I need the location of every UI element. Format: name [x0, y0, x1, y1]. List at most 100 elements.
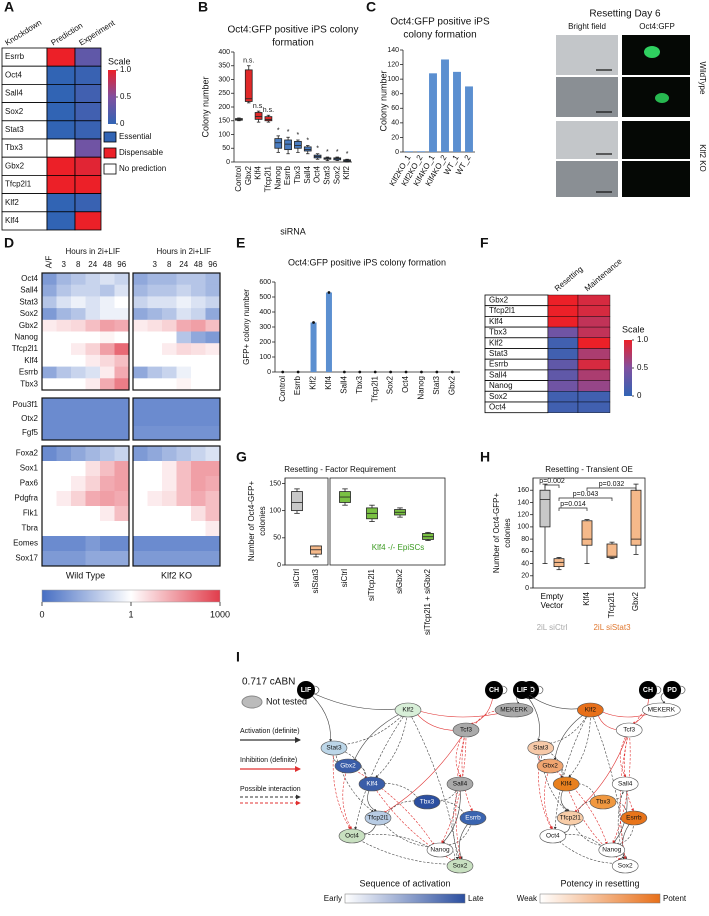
- network-edge: [354, 709, 409, 831]
- heat-cell: [147, 476, 163, 492]
- heat-cell: [191, 378, 206, 391]
- heat-cell: [577, 391, 611, 403]
- heat-cell: [56, 446, 72, 462]
- panel-label: D: [4, 235, 14, 251]
- heat-cell: [162, 426, 177, 441]
- legend-node: [241, 695, 263, 709]
- y-tick-label: 20: [391, 134, 399, 141]
- network-edge: [623, 729, 634, 812]
- gene-label: Esrrb: [489, 360, 509, 369]
- heat-cell: [114, 319, 130, 332]
- chart-title: Resetting - Transient OE: [545, 465, 633, 474]
- x-tick-label: Gbx2: [631, 591, 640, 611]
- network-edge: [452, 783, 461, 860]
- node-label: Klf2: [585, 707, 597, 714]
- heat-cell: [85, 296, 101, 309]
- node-label: CH: [489, 687, 499, 694]
- bar: [429, 73, 437, 152]
- row-label: Klf4: [24, 356, 38, 365]
- heat-cell: [71, 366, 86, 379]
- experiment-cell: [74, 138, 102, 158]
- node-label: Oct4: [546, 833, 560, 840]
- gene-node: [334, 758, 362, 774]
- heat-cell: [85, 476, 101, 492]
- row-label: Sox1: [20, 464, 39, 473]
- network-edge: [538, 747, 552, 830]
- column-header: Maintenance: [583, 256, 624, 293]
- heat-cell: [191, 366, 206, 379]
- data-point: [327, 291, 331, 294]
- chart-title: Oct4:GFP positive iPS: [390, 17, 490, 28]
- x-tick-label: siGbx2: [395, 568, 404, 593]
- scale-tick-label: 0.5: [120, 92, 132, 101]
- heat-cell: [71, 308, 86, 321]
- input-node: [297, 681, 315, 699]
- brightfield-image: [556, 121, 618, 159]
- data-point: [342, 370, 346, 374]
- heat-cell: [42, 398, 57, 413]
- network-edge: [455, 729, 467, 860]
- heat-cell: [577, 326, 611, 339]
- heat-cell: [42, 343, 57, 356]
- heat-cell: [133, 296, 148, 309]
- heat-cell: [176, 366, 192, 379]
- heat-cell: [56, 343, 72, 356]
- heat-cell: [191, 308, 206, 321]
- network-edge: [553, 709, 591, 761]
- heat-cell: [547, 305, 579, 317]
- heat-cell: [147, 354, 163, 367]
- row-label: Eomes: [13, 539, 38, 548]
- heat-cell: [100, 331, 115, 344]
- chart-title: Oct4:GFP positive iPS colony formation: [288, 257, 446, 267]
- column-group-header: Hours in 2i+LIF: [66, 247, 121, 256]
- heat-cell: [147, 398, 163, 413]
- x-tick-label: Gbx2: [244, 165, 253, 185]
- column-header: Experiment: [77, 18, 117, 47]
- legend-swatch: [103, 163, 117, 175]
- legend-swatch: [103, 147, 117, 159]
- gene-label: Tbx3: [489, 328, 507, 337]
- group-frame: [41, 445, 130, 567]
- y-tick-label: 120: [517, 512, 529, 519]
- heat-cell: [577, 348, 611, 360]
- self-loop: [529, 685, 536, 695]
- heat-cell: [114, 308, 130, 321]
- heat-cell: [71, 521, 86, 537]
- heat-cell: [133, 273, 148, 285]
- scale-label: Late: [468, 894, 484, 903]
- input-node: [485, 681, 503, 699]
- heat-cell: [100, 521, 115, 537]
- heat-cell: [100, 476, 115, 492]
- heat-cell: [42, 521, 57, 537]
- x-tick-label: Nanog: [417, 376, 426, 400]
- y-axis-label: Colony number: [378, 70, 388, 131]
- gene-label: Oct4: [489, 402, 506, 411]
- gene-node: [536, 758, 564, 774]
- experiment-cell: [74, 47, 102, 67]
- heat-cell: [133, 506, 148, 522]
- x-tick-label: Klf4: [582, 591, 591, 605]
- x-tick-label: Oct4: [401, 375, 410, 392]
- heat-cell: [162, 551, 177, 567]
- heat-cell: [162, 521, 177, 537]
- heat-cell: [42, 536, 57, 552]
- heat-cell: [147, 273, 163, 285]
- heat-cell: [176, 446, 192, 462]
- y-tick-label: 0: [267, 369, 271, 376]
- p-value: p=0.032: [599, 481, 625, 488]
- x-tick-label: siCtrl: [292, 569, 301, 587]
- heat-cell: [147, 446, 163, 462]
- heat-cell: [547, 369, 579, 381]
- row-label: Stat3: [19, 297, 38, 306]
- x-tick-label: Tfcp2l1: [370, 375, 379, 402]
- heat-cell: [133, 378, 148, 391]
- prediction-cell: [46, 102, 76, 122]
- column-header: 8: [76, 260, 81, 269]
- scale-title: Sequence of activation: [359, 878, 450, 888]
- data-point: [420, 370, 423, 374]
- x-tick-label: Empty Vector: [540, 592, 564, 610]
- prediction-cell: [46, 156, 76, 176]
- heat-cell: [176, 308, 192, 321]
- heat-cell: [133, 366, 148, 379]
- group-frame: [132, 272, 221, 391]
